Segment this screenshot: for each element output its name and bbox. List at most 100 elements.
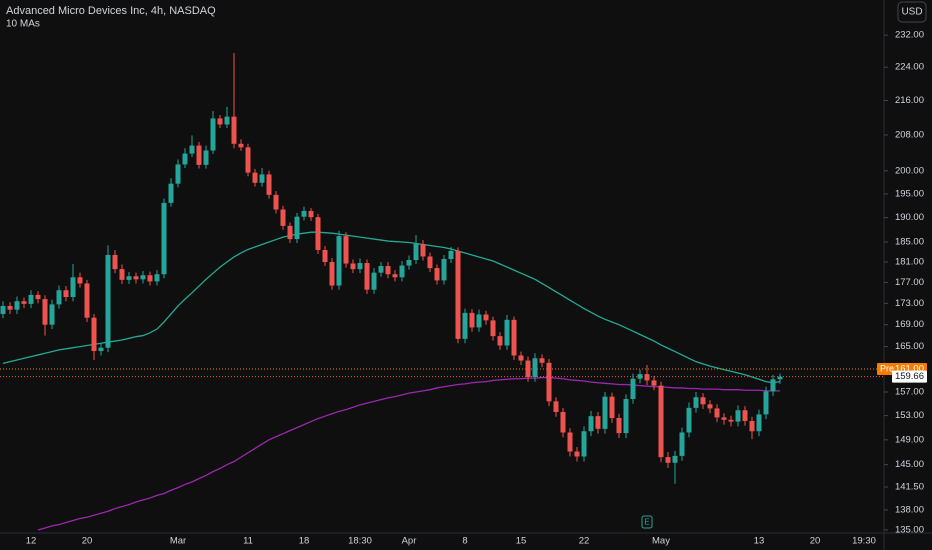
candle-body [336,236,342,286]
candle-body [560,412,566,433]
candle-body [434,268,440,281]
candle-body [203,150,209,165]
candle-body [21,301,27,304]
candle-body [287,225,293,240]
y-tick-label: 185.00 [895,237,924,248]
candle-body [399,265,405,278]
candle-body [728,419,734,422]
candle-body [427,256,433,269]
candle-body [511,319,517,356]
candle-body [294,216,300,240]
indicator-label[interactable]: 10 MAs [6,19,40,30]
candle-body [77,277,83,284]
candle-body [679,432,685,456]
x-tick-label: Mar [170,536,186,547]
candle-body [189,145,195,154]
x-tick-label: 20 [82,536,93,547]
candle-body [322,249,328,263]
x-tick-label: Apr [402,536,417,547]
candle-body [56,290,62,305]
y-tick-label: 135.00 [895,524,924,535]
candle-body [168,183,174,203]
chart-title: Advanced Micro Devices Inc, 4h, NASDAQ [6,5,216,17]
x-tick-label: 18:30 [348,536,372,547]
candle-body [567,432,573,452]
candle-body [182,153,188,165]
candle-body [245,147,251,173]
candle-body [196,145,202,165]
y-tick-label: 141.50 [895,482,924,493]
candle-body [280,209,286,226]
y-tick-label: 149.00 [895,434,924,445]
candle-body [546,362,552,402]
y-tick-label: 157.00 [895,387,924,398]
x-tick-label: May [652,536,670,547]
y-tick-label: 173.00 [895,298,924,309]
candle-body [49,304,55,325]
candle-body [357,263,363,270]
candle-body [448,250,454,259]
candle-body [539,358,545,363]
candle-body [315,217,321,250]
candle-body [329,262,335,286]
candle-body [392,274,398,278]
y-tick-label: 153.00 [895,410,924,421]
candle-body [616,417,622,434]
candle-body [112,254,118,270]
candle-body [266,174,272,195]
candle-body [721,417,727,420]
candle-body [371,272,377,290]
candle-body [469,312,475,328]
candle-body [714,408,720,418]
x-tick-label: 11 [243,536,253,547]
currency-button[interactable] [897,1,927,23]
candle-body [364,263,370,290]
candle-body [756,414,762,432]
candle-body [259,174,265,183]
moving-average-line [37,376,780,531]
candle-body [161,202,167,275]
candle-body [406,259,412,266]
candle-body [147,275,153,282]
x-tick-label: 20 [810,536,821,547]
candle-body [490,320,496,337]
x-tick-label: 12 [26,536,37,547]
candle-body [497,336,503,346]
x-tick-label: 18 [299,536,310,547]
y-tick-label: 145.00 [895,459,924,470]
y-tick-label: 208.00 [895,129,924,140]
candle-body [224,116,230,125]
candle-body [742,410,748,421]
y-tick-label: 190.00 [895,212,924,223]
y-tick-label: 216.00 [895,95,924,106]
candle-body [231,116,237,144]
currency[interactable]: USD [901,7,922,18]
candle-body [378,266,384,273]
candle-body [700,397,706,405]
y-tick-label: 224.00 [895,62,924,73]
candle-body [210,118,216,151]
candle-body [238,143,244,148]
candle-body [70,277,76,298]
candle-body [91,317,97,352]
candle-body [343,236,349,264]
candle-body [217,118,223,125]
y-tick-label: 195.00 [895,188,924,199]
candle-body [14,301,20,310]
last-price: 159.66 [895,371,924,382]
candle-body [301,210,307,217]
candle-body [651,380,657,386]
candle-body [0,305,6,314]
candle-body [665,457,671,463]
candle-body [98,347,104,352]
candle-body [105,254,111,348]
candle-body [462,312,468,339]
candle-body [175,164,181,184]
candle-body [672,455,678,463]
candle-body [581,431,587,457]
candle-body [693,397,699,408]
last-price-badge [892,370,927,383]
candle-body [574,451,580,457]
